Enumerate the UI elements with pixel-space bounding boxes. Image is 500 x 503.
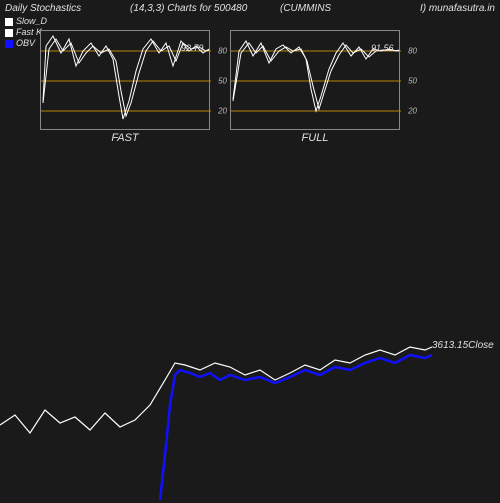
- fast-tick-50: 50: [218, 77, 227, 86]
- full-tick-50: 50: [408, 77, 417, 86]
- full-value: 91.56: [371, 43, 394, 53]
- fast-value: 92.79: [181, 43, 204, 53]
- fast-tick-20: 20: [218, 107, 227, 116]
- mini-panel-full: 80 50 20 91.56: [230, 30, 400, 130]
- legend-obv-label: OBV: [16, 38, 35, 49]
- main-chart: 3613.15Close: [0, 155, 500, 500]
- full-tick-80: 80: [408, 47, 417, 56]
- legend-fast-k-label: Fast K: [16, 27, 42, 38]
- source-text: I) munafasutra.in: [420, 3, 495, 14]
- title-text: Daily Stochastics: [5, 3, 81, 14]
- params-text: (14,3,3) Charts for 500480: [130, 3, 247, 14]
- swatch-fast-k: [5, 29, 13, 37]
- legend-slow-d-label: Slow_D: [16, 16, 47, 27]
- swatch-obv: [5, 40, 13, 48]
- obv-line: [160, 355, 432, 500]
- fast-tick-80: 80: [218, 47, 227, 56]
- close-line: [0, 347, 432, 433]
- symbol-text: (CUMMINS: [280, 3, 331, 14]
- legend-slow-d: Slow_D: [5, 16, 47, 27]
- close-text: Close: [468, 340, 494, 351]
- main-chart-svg: [0, 155, 500, 500]
- fast-label: FAST: [40, 132, 210, 144]
- full-label: FULL: [230, 132, 400, 144]
- swatch-slow-d: [5, 18, 13, 26]
- close-value-label: 3613.15Close: [432, 340, 494, 351]
- full-tick-20: 20: [408, 107, 417, 116]
- close-value: 3613.15: [432, 340, 468, 351]
- mini-panel-fast: 80 50 20 92.79: [40, 30, 210, 130]
